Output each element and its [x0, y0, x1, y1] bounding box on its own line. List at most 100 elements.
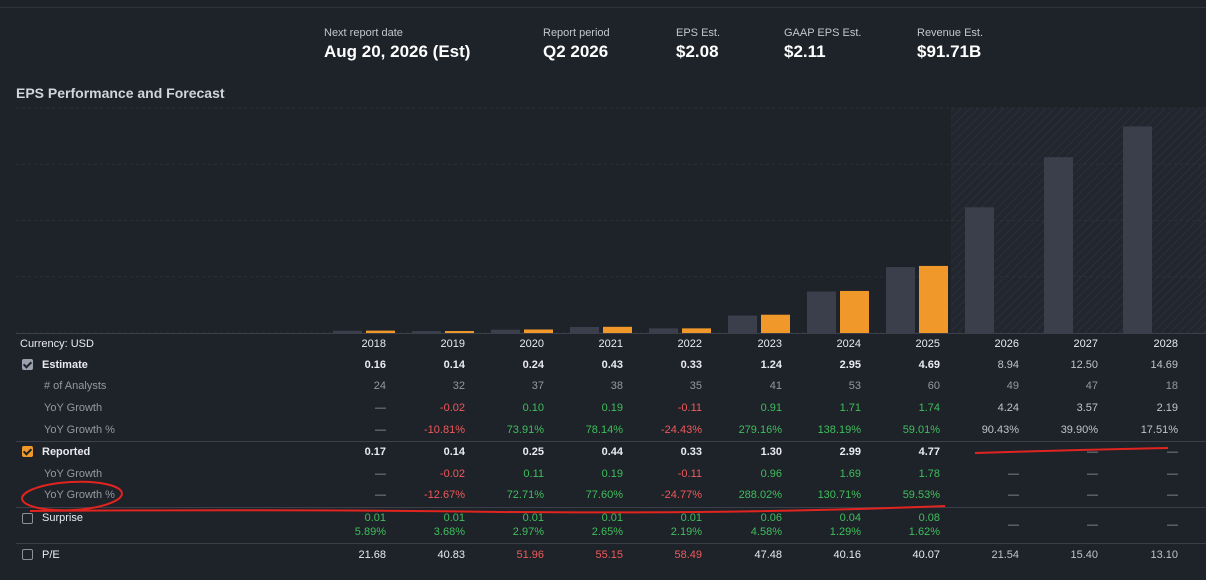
reported-growth-pct-row-label: YoY Growth % — [44, 489, 115, 501]
reported-bar-2018[interactable] — [366, 330, 395, 334]
estimate-growth-row-cell: 0.10 — [522, 402, 544, 414]
reported-growth-pct-row-cell: — — [1167, 489, 1178, 501]
estimate-row-cell: 0.33 — [680, 359, 702, 371]
estimate-bar-2018[interactable] — [333, 330, 362, 333]
surprise-value: — — [1008, 519, 1019, 531]
estimate-row-cell: 0.43 — [601, 359, 623, 371]
currency-label: Currency: USD — [20, 338, 94, 350]
surprise-percent: 1.62% — [908, 526, 940, 538]
reported-growth-pct-row-cell: — — [1008, 489, 1019, 501]
reported-row-cell: 0.33 — [680, 446, 702, 458]
year-header: 2028 — [1153, 338, 1178, 350]
estimate-row-cell: 4.69 — [918, 359, 940, 371]
estimate-growth-pct-row-cell: 17.51% — [1140, 424, 1178, 436]
estimate-bar-2019[interactable] — [412, 331, 441, 333]
reported-row-cell: 0.14 — [443, 446, 465, 458]
reported-bar-2021[interactable] — [603, 326, 632, 333]
estimate-growth-row-cell: -0.11 — [677, 402, 702, 414]
estimate-row-cell: 1.24 — [760, 359, 782, 371]
gaap-eps-value: $2.11 — [784, 42, 826, 61]
analysts-row-cell: 38 — [610, 380, 623, 392]
analysts-row-cell: 24 — [373, 380, 386, 392]
reported-growth-pct-row-cell: 72.71% — [506, 489, 544, 501]
estimate-bar-2026[interactable] — [965, 207, 994, 333]
reported-growth-row-cell: — — [1167, 468, 1178, 480]
surprise-percent: 2.65% — [591, 526, 623, 538]
estimate-row-cell: 8.94 — [997, 359, 1019, 371]
reported-bar-2020[interactable] — [524, 329, 553, 333]
reported-bar-2025[interactable] — [919, 265, 948, 333]
estimate-checkbox[interactable] — [22, 359, 33, 370]
reported-bar-2019[interactable] — [445, 331, 474, 334]
surprise-cell: 0.01 5.89% — [316, 511, 386, 539]
estimate-bar-2028[interactable] — [1123, 126, 1152, 333]
estimate-growth-pct-row-cell: -10.81% — [424, 424, 465, 436]
analysts-row-cell: 18 — [1165, 380, 1178, 392]
year-header: 2027 — [1073, 338, 1098, 350]
reported-bar-2023[interactable] — [761, 314, 790, 333]
surprise-value: 0.01 — [601, 512, 623, 524]
estimate-growth-pct-row-cell: 78.14% — [585, 424, 623, 436]
estimate-bar-2020[interactable] — [491, 329, 520, 333]
next-report-date: Next report date Aug 20, 2026 (Est) — [324, 27, 470, 63]
estimate-growth-row-cell: 1.71 — [839, 402, 861, 414]
reported-checkbox[interactable] — [22, 446, 33, 457]
analysts-row-label: # of Analysts — [44, 380, 107, 392]
surprise-label: Surprise — [42, 512, 83, 524]
reported-growth-pct-row-cell: 59.53% — [902, 489, 940, 501]
reported-bar-2022[interactable] — [682, 328, 711, 333]
surprise-cell: 0.01 3.68% — [395, 511, 465, 539]
estimate-bar-2021[interactable] — [570, 326, 599, 333]
estimate-growth-pct-row-cell: 279.16% — [738, 424, 782, 436]
chart-title: EPS Performance and Forecast — [16, 85, 225, 101]
surprise-value: — — [1087, 519, 1098, 531]
reported-growth-row-cell: -0.02 — [439, 468, 465, 480]
report-period: Report period Q2 2026 — [543, 27, 610, 63]
analysts-row-cell: 41 — [769, 380, 782, 392]
estimate-growth-row-cell: — — [375, 402, 386, 414]
surprise-cell: 0.01 2.97% — [474, 511, 544, 539]
reported-row-cell: 0.44 — [601, 446, 623, 458]
estimate-bar-2024[interactable] — [807, 291, 836, 333]
surprise-cell: 0.01 2.65% — [553, 511, 623, 539]
estimate-bar-2023[interactable] — [728, 315, 757, 333]
surprise-cell: 0.04 1.29% — [791, 511, 861, 539]
estimate-bar-2027[interactable] — [1044, 157, 1073, 333]
surprise-percent: 2.97% — [512, 526, 544, 538]
estimate-row-cell: 0.14 — [443, 359, 465, 371]
estimate-bar-2025[interactable] — [886, 267, 915, 333]
estimate-growth-row-cell: 0.19 — [601, 402, 623, 414]
pe-row-cell: 13.10 — [1150, 549, 1178, 561]
surprise-checkbox[interactable] — [22, 513, 33, 524]
estimate-growth-pct-row-cell: — — [375, 424, 386, 436]
estimate-row-label: Estimate — [42, 359, 88, 371]
pe-row-cell: 40.16 — [833, 549, 861, 561]
estimate-growth-pct-row-cell: 138.19% — [817, 424, 861, 436]
analysts-row-cell: 35 — [689, 380, 702, 392]
estimate-bar-2022[interactable] — [649, 328, 678, 333]
estimate-growth-pct-row-cell: 73.91% — [506, 424, 544, 436]
reported-growth-row-cell: 0.96 — [760, 468, 782, 480]
reported-growth-row-cell: — — [375, 468, 386, 480]
estimate-growth-pct-row-cell: 90.43% — [981, 424, 1019, 436]
next-report-label: Next report date — [324, 27, 403, 39]
table-separator — [16, 333, 1206, 334]
estimate-growth-row-cell: -0.02 — [439, 402, 465, 414]
pe-row-cell: 40.83 — [437, 549, 465, 561]
surprise-value: 0.01 — [364, 512, 386, 524]
reported-growth-row-cell: 1.78 — [918, 468, 940, 480]
reported-growth-row-cell: -0.11 — [677, 468, 702, 480]
surprise-percent: 2.19% — [670, 526, 702, 538]
surprise-value: 0.01 — [443, 512, 465, 524]
surprise-value: — — [1167, 519, 1178, 531]
reported-row-label: Reported — [42, 446, 91, 458]
reported-bar-2024[interactable] — [840, 290, 869, 333]
estimate-row-cell: 0.16 — [364, 359, 386, 371]
surprise-cell: — — [1028, 518, 1098, 532]
table-separator — [16, 507, 1206, 508]
pe-checkbox[interactable] — [22, 549, 33, 560]
surprise-percent: 4.58% — [750, 526, 782, 538]
pe-row-cell: 21.54 — [991, 549, 1019, 561]
analysts-row-cell: 37 — [531, 380, 544, 392]
reported-growth-row-cell: 0.19 — [601, 468, 623, 480]
